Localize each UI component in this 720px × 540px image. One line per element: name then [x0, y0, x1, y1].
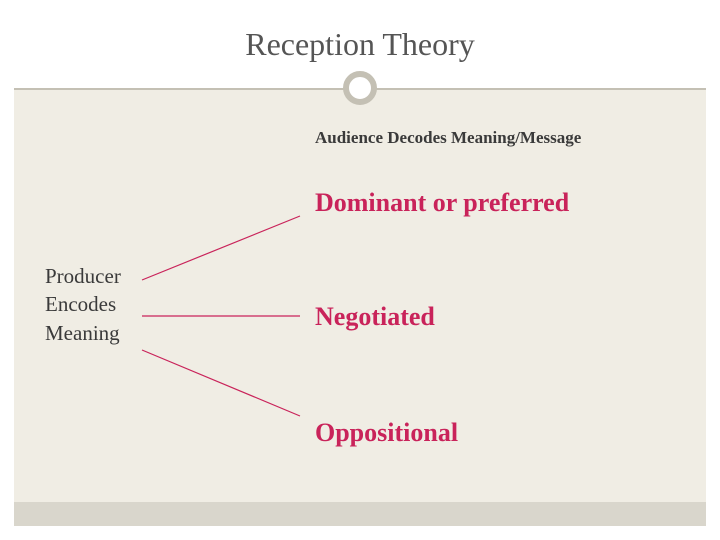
reading-oppositional: Oppositional — [315, 418, 458, 448]
reading-negotiated: Negotiated — [315, 302, 435, 332]
reading-dominant: Dominant or preferred — [315, 188, 569, 218]
bottom-band — [14, 502, 706, 526]
subtitle: Audience Decodes Meaning/Message — [315, 128, 581, 148]
page-title: Reception Theory — [0, 26, 720, 63]
source-line-2: Encodes — [45, 290, 121, 318]
divider-circle-icon — [343, 71, 377, 105]
source-line-1: Producer — [45, 262, 121, 290]
source-node: Producer Encodes Meaning — [45, 262, 121, 347]
source-line-3: Meaning — [45, 319, 121, 347]
